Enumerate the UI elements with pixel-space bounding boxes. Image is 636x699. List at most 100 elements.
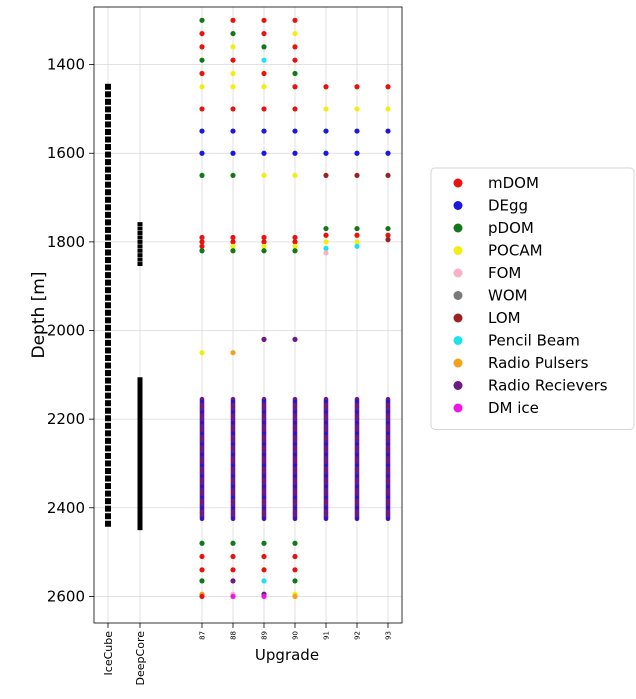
sensor-point <box>323 106 329 112</box>
sensor-point <box>199 172 205 179</box>
dense-region-accent-point <box>324 516 328 521</box>
dense-region-accent-point <box>386 495 390 499</box>
dense-region-accent-point <box>262 410 266 414</box>
deepcore-dom-point <box>137 389 143 394</box>
deepcore-dom-point <box>137 226 143 231</box>
icecube-dom-point <box>105 241 111 248</box>
sensor-point <box>199 57 205 63</box>
dense-region-accent-point <box>355 442 359 446</box>
legend-marker <box>453 246 463 255</box>
legend-marker <box>453 403 463 413</box>
dense-region-accent-point <box>324 431 328 436</box>
sensor-point <box>354 172 360 179</box>
deepcore-dom-point <box>137 451 143 456</box>
sensor-point <box>292 30 298 37</box>
icecube-dom-point <box>105 279 111 286</box>
deepcore-dom-point <box>137 519 143 524</box>
icecube-dom-point <box>105 128 111 135</box>
legend-box <box>430 167 635 430</box>
deepcore-dom-point <box>137 457 143 462</box>
icecube-dom-point <box>105 294 111 301</box>
icecube-dom-point <box>105 249 111 256</box>
legend-marker <box>453 313 463 323</box>
icecube-dom-point <box>105 339 111 346</box>
deepcore-dom-point <box>137 429 143 434</box>
deepcore-dom-point <box>137 526 143 531</box>
sensor-point <box>199 540 205 546</box>
dense-region-accent-point <box>355 452 359 457</box>
legend-label: Pencil Beam <box>488 332 580 350</box>
dense-region-accent-point <box>200 431 204 436</box>
sensor-point <box>292 106 298 112</box>
icecube-dom-point <box>105 505 111 512</box>
legend-label: POCAM <box>488 242 543 260</box>
deepcore-dom-point <box>137 392 143 397</box>
dense-region-accent-point <box>293 452 297 457</box>
icecube-dom-point <box>105 166 111 173</box>
sensor-point <box>230 239 236 245</box>
sensor-point <box>230 70 236 77</box>
deepcore-dom-point <box>137 417 143 422</box>
dense-region-accent-point <box>355 516 359 521</box>
sensor-point <box>199 30 205 37</box>
icecube-dom-point <box>105 98 111 105</box>
sensor-point <box>385 128 391 134</box>
x-axis-label: Upgrade <box>255 646 319 664</box>
dense-region-accent-point <box>231 474 235 478</box>
dense-region-accent-point <box>262 463 266 467</box>
dense-region-accent-point <box>231 442 235 446</box>
dense-region-accent-point <box>231 410 235 414</box>
deepcore-dom-point <box>137 464 143 469</box>
dense-region-accent-point <box>200 506 204 510</box>
sensor-point <box>385 106 391 112</box>
dense-region-accent-point <box>355 484 359 489</box>
x-tick-label: DeepCore <box>134 631 147 686</box>
sensor-point <box>292 172 298 179</box>
icecube-dom-point <box>105 452 111 459</box>
dense-region-accent-point <box>231 495 235 499</box>
legend-label: LOM <box>488 309 521 327</box>
sensor-point <box>292 578 298 584</box>
legend-label: DEgg <box>488 197 528 215</box>
sensor-point <box>199 239 205 245</box>
dense-region-accent-point <box>262 420 266 425</box>
sensor-point <box>354 84 360 90</box>
sensor-point <box>230 540 236 546</box>
dense-region-accent-point <box>200 420 204 425</box>
deepcore-dom-point <box>137 501 143 506</box>
sensor-point <box>292 128 298 134</box>
legend-label: mDOM <box>488 174 539 192</box>
icecube-dom-point <box>105 520 111 527</box>
dense-region-accent-point <box>231 463 235 467</box>
icecube-dom-point <box>105 430 111 437</box>
icecube-dom-point <box>105 362 111 369</box>
icecube-dom-point <box>105 332 111 339</box>
dense-region-accent-point <box>293 410 297 414</box>
dense-region-accent-point <box>293 463 297 467</box>
dense-region-accent-point <box>386 410 390 414</box>
dense-region-accent-point <box>262 452 266 457</box>
dense-region-accent-point <box>200 399 204 404</box>
sensor-point <box>292 248 298 254</box>
sensor-point <box>261 234 267 241</box>
sensor-point <box>292 150 298 156</box>
icecube-dom-point <box>105 121 111 128</box>
sensor-point <box>230 234 236 241</box>
sensor-point <box>261 128 267 134</box>
dense-region-accent-point <box>324 506 328 510</box>
sensor-point <box>199 567 205 573</box>
deepcore-dom-point <box>137 507 143 512</box>
sensor-point <box>261 150 267 156</box>
sensor-point <box>323 250 329 256</box>
deepcore-dom-point <box>137 498 143 503</box>
dense-region-accent-point <box>386 431 390 436</box>
icecube-dom-point <box>105 181 111 188</box>
legend-label: FOM <box>488 264 521 282</box>
deepcore-dom-point <box>137 386 143 391</box>
deepcore-dom-point <box>137 504 143 509</box>
sensor-point <box>230 553 236 560</box>
icecube-dom-point <box>105 83 111 90</box>
dense-region-accent-point <box>355 474 359 478</box>
dense-region-accent-point <box>386 484 390 489</box>
legend: mDOM DEgg pDOM POCAM FOM WOM LOM Pencil Beam Rad… <box>430 167 635 430</box>
